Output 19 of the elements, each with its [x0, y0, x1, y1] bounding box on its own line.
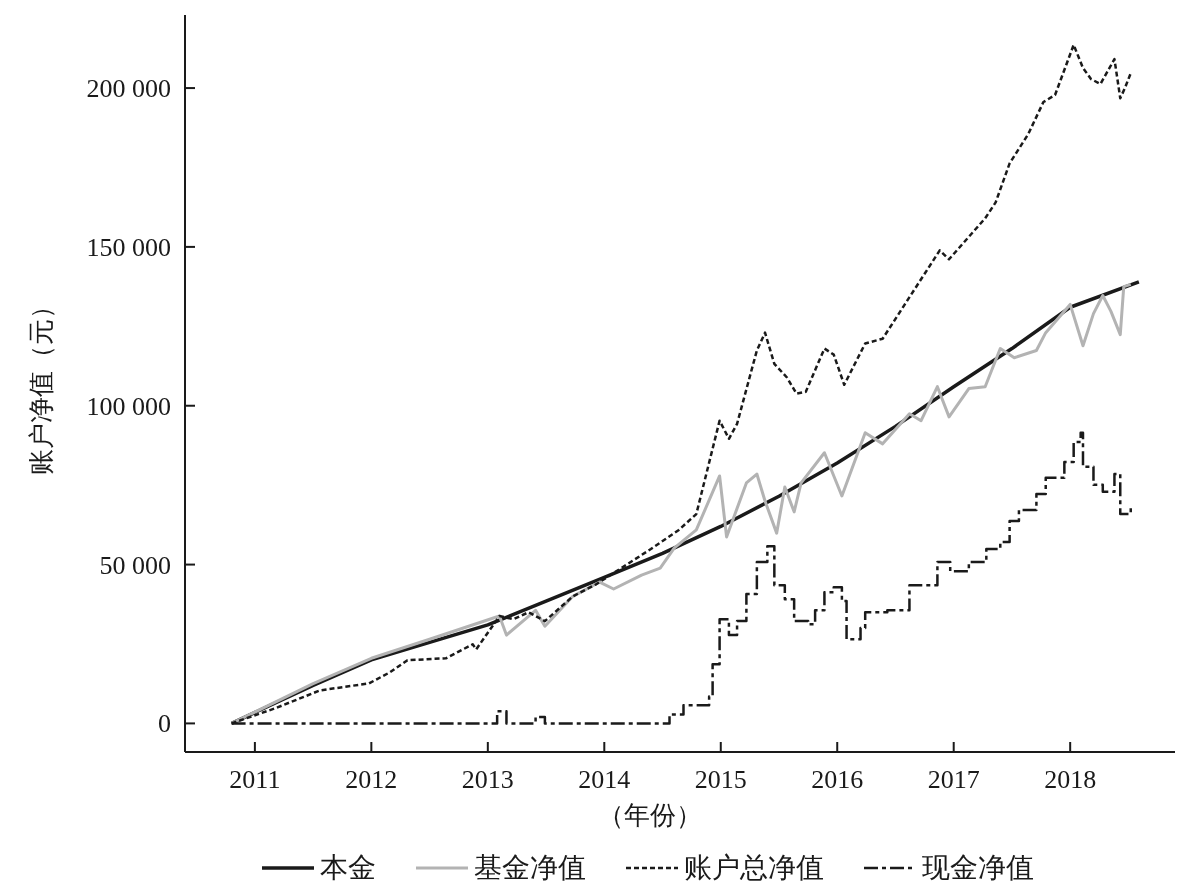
- x-tick-label: 2015: [694, 765, 747, 794]
- legend-label: 现金净值: [922, 852, 1034, 883]
- y-tick-label: 0: [158, 709, 171, 739]
- y-axis-title: 账户净值（元）: [27, 292, 56, 475]
- y-tick-label: 100 000: [86, 391, 171, 421]
- y-tick-label: 50 000: [99, 550, 171, 580]
- legend-label: 基金净值: [474, 852, 586, 883]
- legend-label: 本金: [320, 852, 376, 883]
- legend-label: 账户总净值: [684, 852, 824, 883]
- x-tick-label: 2018: [1044, 765, 1097, 794]
- x-tick-label: 2011: [229, 765, 281, 794]
- x-tick-label: 2012: [345, 765, 398, 794]
- x-tick-label: 2014: [578, 765, 631, 794]
- x-tick-label: 2016: [811, 765, 864, 794]
- x-tick-label: 2017: [927, 765, 980, 794]
- y-tick-label: 200 000: [86, 74, 171, 104]
- y-tick-label: 150 000: [86, 232, 171, 262]
- x-axis-title: （年份）: [598, 801, 702, 830]
- x-tick-label: 2013: [461, 765, 514, 794]
